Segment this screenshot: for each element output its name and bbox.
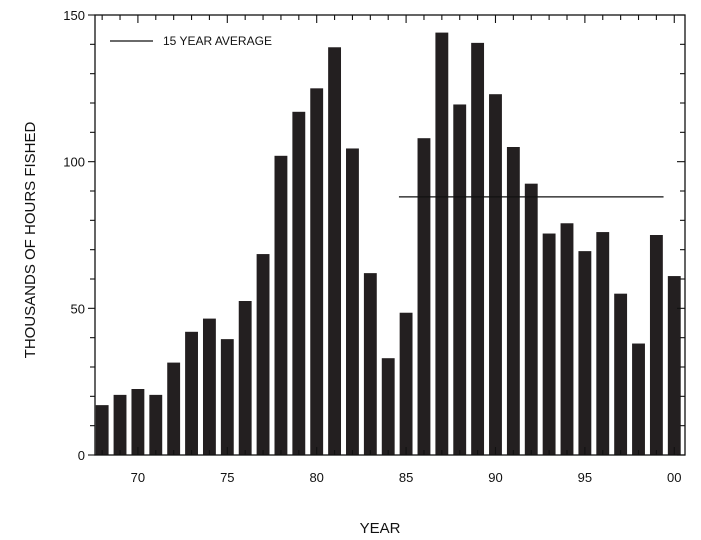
plot-frame [94,14,686,456]
bar-2000 [667,276,681,455]
legend: 15 YEAR AVERAGE [110,34,272,48]
y-axis-title: THOUSANDS OF HOURS FISHED [22,121,39,358]
bars-group [95,32,681,456]
bar-1986 [417,138,431,455]
bar-1992 [524,183,538,456]
x-tick-label: 95 [578,470,592,485]
y-tick-label: 150 [63,8,85,23]
bar-1983 [363,273,377,455]
bar-1994 [560,223,574,455]
bar-1980 [310,88,324,455]
bar-1968 [95,405,109,455]
x-tick-label: 80 [309,470,323,485]
bar-1991 [506,147,520,455]
bar-1988 [453,104,467,455]
bar-1974 [202,318,216,455]
bar-1999 [649,235,663,455]
bar-1984 [381,358,395,455]
bar-1997 [614,293,628,455]
bar-1998 [632,343,645,455]
x-tick-label: 85 [399,470,413,485]
bar-1993 [542,233,556,455]
bar-1982 [346,148,359,455]
bar-1985 [399,312,413,455]
bar-1970 [131,389,145,455]
bar-1979 [292,111,306,456]
bar-1972 [167,362,181,455]
bar-1977 [256,254,270,455]
bar-1975 [220,339,234,455]
y-tick-label: 50 [71,301,85,316]
y-tick-label: 100 [63,155,85,170]
x-tick-label: 75 [220,470,234,485]
bar-1973 [185,331,198,455]
bar-1987 [435,32,449,455]
bar-1976 [238,301,252,455]
bar-1969 [113,394,127,455]
bar-1981 [328,47,342,456]
bar-1990 [489,94,502,455]
x-axis-title: YEAR [360,520,401,537]
legend-label: 15 YEAR AVERAGE [163,34,272,48]
y-tick-label: 0 [78,448,85,463]
bar-1971 [149,394,163,455]
bar-1989 [471,42,485,456]
bar-1995 [578,251,592,455]
x-tick-label: 70 [131,470,145,485]
bar-1978 [274,155,288,456]
x-tick-label: 90 [488,470,502,485]
x-tick-label: 00 [667,470,681,485]
bar-1996 [596,232,610,455]
